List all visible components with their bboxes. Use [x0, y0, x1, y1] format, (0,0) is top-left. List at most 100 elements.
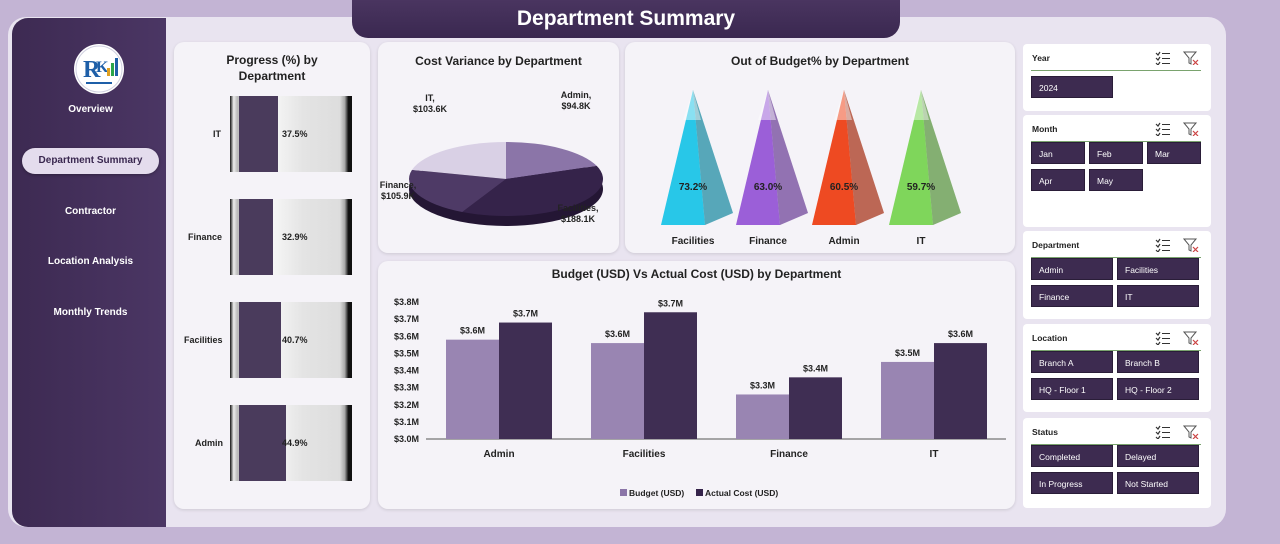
- slicer-option-department[interactable]: Facilities: [1117, 258, 1199, 280]
- multi-select-icon[interactable]: [1155, 331, 1171, 346]
- slicer-option-location[interactable]: Branch B: [1117, 351, 1199, 373]
- clear-filter-icon[interactable]: [1182, 425, 1199, 440]
- slicer-divider: [1031, 350, 1201, 351]
- nav-location-analysis[interactable]: Location Analysis: [47, 256, 134, 267]
- slicer-title: Location: [1032, 333, 1068, 343]
- x-category-label: Admin: [483, 449, 514, 460]
- pie-label-name: IT,: [425, 93, 435, 103]
- bar-data-label: $3.7M: [513, 309, 538, 319]
- progress-value: 44.9%: [282, 438, 308, 448]
- pie-slice-facilities: [462, 165, 603, 217]
- slicer-divider: [1031, 257, 1201, 258]
- progress-dept-label: IT: [213, 129, 221, 139]
- x-category-label: Finance: [770, 449, 808, 460]
- svg-text:K: K: [96, 59, 109, 76]
- bar-data-label: $3.4M: [803, 363, 828, 373]
- pyramid-admin: [812, 90, 884, 225]
- bar-actual-finance: [789, 377, 842, 439]
- progress-dept-label: Finance: [188, 232, 223, 242]
- progress-bar: [230, 405, 352, 481]
- slicer-location: Location Branch A Branch B HQ - Floor 1 HQ -…: [1023, 324, 1211, 412]
- slicer-department: Department Admin Facilities Finance IT: [1023, 231, 1211, 319]
- slicer-title: Month: [1032, 124, 1058, 134]
- slicer-option-status[interactable]: Not Started: [1117, 472, 1199, 494]
- out-of-budget-title: Out of Budget% by Department: [730, 54, 909, 68]
- clear-filter-icon[interactable]: [1182, 51, 1199, 66]
- slicer-option-month[interactable]: Feb: [1089, 142, 1143, 164]
- pyramid-tip: [758, 90, 776, 120]
- slicer-option-year[interactable]: 2024: [1031, 76, 1113, 98]
- slicer-option-month[interactable]: May: [1089, 169, 1143, 191]
- y-tick-label: $3.0M: [394, 434, 419, 444]
- bar-sheen: [789, 377, 842, 439]
- y-tick-label: $3.5M: [394, 348, 419, 358]
- slicer-option-location[interactable]: Branch A: [1031, 351, 1113, 373]
- bar-actual-facilities: [644, 312, 697, 439]
- clear-filter-icon[interactable]: [1182, 238, 1199, 253]
- slicer-option-location[interactable]: HQ - Floor 2: [1117, 378, 1199, 400]
- clear-filter-icon[interactable]: [1182, 331, 1199, 346]
- nav-monthly-trends[interactable]: Monthly Trends: [53, 307, 128, 318]
- y-tick-label: $3.7M: [394, 314, 419, 324]
- slicer-option-month[interactable]: Apr: [1031, 169, 1085, 191]
- slicer-option-status[interactable]: Delayed: [1117, 445, 1199, 467]
- pyramid-value-label: 73.2%: [679, 182, 707, 193]
- budget-actual-chart: $3.0M $3.1M $3.2M $3.3M $3.4M $3.5M $3.6M $3.7M…: [394, 297, 1006, 498]
- bar-sheen: [934, 343, 987, 439]
- slicer-option-status[interactable]: Completed: [1031, 445, 1113, 467]
- pie-label-value: $105.9K: [381, 191, 416, 201]
- legend-swatch-budget: [620, 489, 627, 496]
- progress-value: 40.7%: [282, 335, 308, 345]
- progress-bar: [230, 96, 352, 172]
- progress-value: 37.5%: [282, 129, 308, 139]
- multi-select-icon[interactable]: [1155, 425, 1171, 440]
- slicer-option-department[interactable]: Admin: [1031, 258, 1113, 280]
- bar-budget-it: [881, 361, 934, 439]
- bar-data-label: $3.6M: [948, 329, 973, 339]
- y-tick-label: $3.6M: [394, 331, 419, 341]
- multi-select-icon[interactable]: [1155, 238, 1171, 253]
- slicer-year: Year 2024: [1023, 44, 1211, 111]
- nav-overview[interactable]: Overview: [68, 104, 113, 115]
- nav-department-summary[interactable]: Department Summary: [22, 148, 159, 174]
- slicer-option-month[interactable]: Jan: [1031, 142, 1085, 164]
- cost-variance-title: Cost Variance by Department: [415, 54, 582, 68]
- slicer-title: Department: [1032, 240, 1080, 250]
- slicer-status: Status Completed Delayed In Progress Not Sta…: [1023, 418, 1211, 508]
- pyramid-category-label: Admin: [828, 236, 859, 247]
- bar-data-label: $3.3M: [750, 380, 775, 390]
- progress-title-line2: Department: [238, 69, 306, 83]
- bar-data-label: $3.5M: [895, 348, 920, 358]
- bar-sheen: [736, 394, 789, 439]
- progress-bar-fill: [239, 199, 274, 275]
- bar-budget-finance: [736, 394, 789, 439]
- bar-data-label: $3.6M: [605, 329, 630, 339]
- multi-select-icon[interactable]: [1155, 122, 1171, 137]
- pie-slice-it: [411, 142, 506, 179]
- pie-label-name: Admin,: [561, 90, 592, 100]
- multi-select-icon[interactable]: [1155, 51, 1171, 66]
- slicer-month: Month Jan Feb Mar Apr May: [1023, 115, 1211, 227]
- clear-filter-icon[interactable]: [1182, 122, 1199, 137]
- pyramid-face: [889, 90, 933, 225]
- slicer-option-status[interactable]: In Progress: [1031, 472, 1113, 494]
- pyramid-tip: [683, 90, 701, 120]
- slicer-option-month[interactable]: Mar: [1147, 142, 1201, 164]
- pyramid-value-label: 59.7%: [907, 182, 935, 193]
- slicer-title: Year: [1032, 53, 1050, 63]
- slicer-option-location[interactable]: HQ - Floor 1: [1031, 378, 1113, 400]
- pyramid-face: [812, 90, 856, 225]
- bar-budget-admin: [446, 339, 499, 439]
- pyramid-shade: [693, 90, 733, 225]
- bar-sheen: [591, 343, 644, 439]
- x-category-label: IT: [930, 449, 939, 460]
- bar-sheen: [446, 339, 499, 439]
- slicer-option-department[interactable]: Finance: [1031, 285, 1113, 307]
- svg-text:R: R: [83, 57, 101, 83]
- slicer-option-department[interactable]: IT: [1117, 285, 1199, 307]
- nav-contractor[interactable]: Contractor: [64, 206, 117, 217]
- slicer-divider: [1031, 141, 1201, 142]
- bar-data-label: $3.7M: [658, 298, 683, 308]
- pyramid-category-label: Facilities: [672, 236, 715, 247]
- pyramid-side: [693, 90, 733, 225]
